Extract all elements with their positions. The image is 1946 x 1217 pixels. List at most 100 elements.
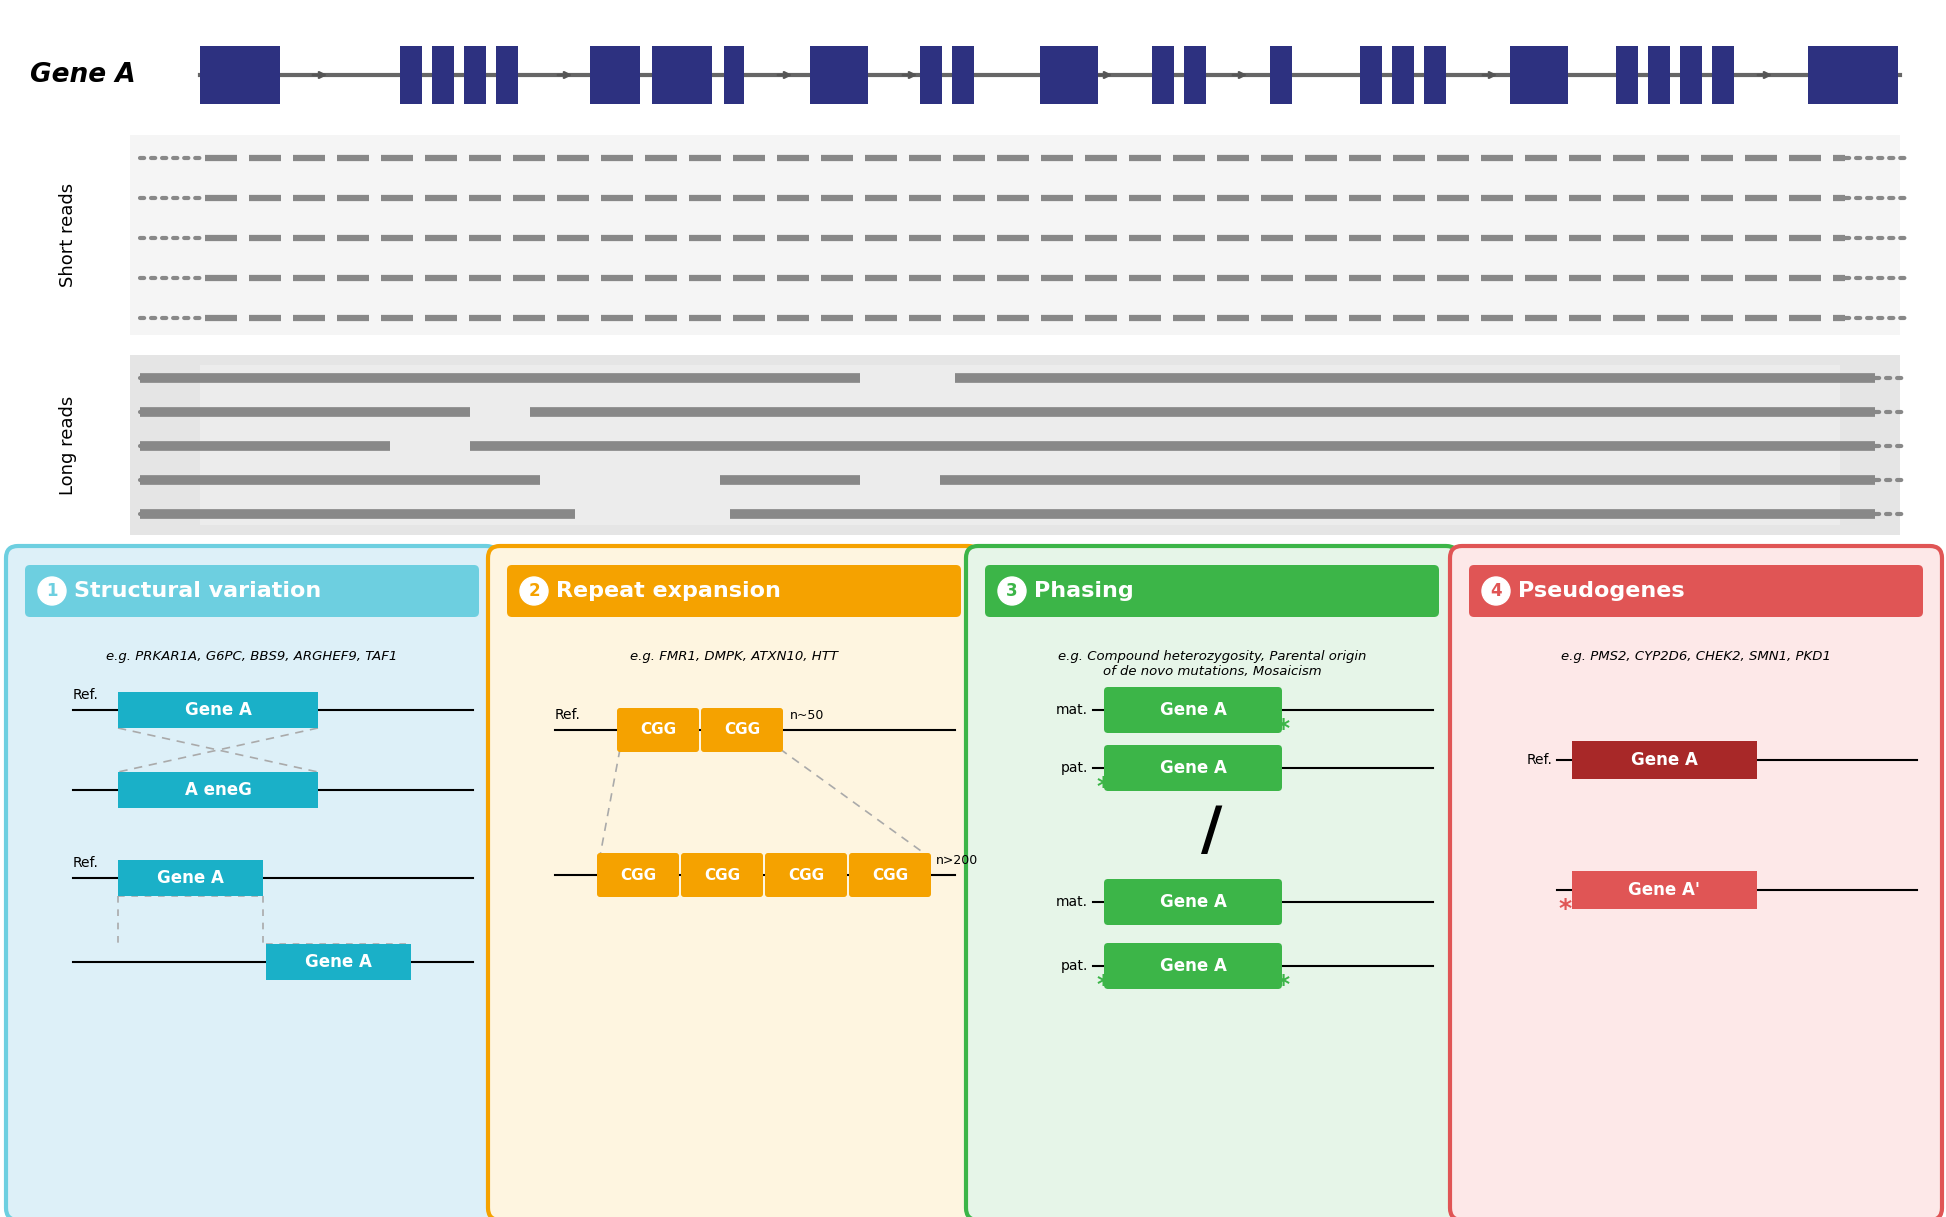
Bar: [496, 46, 518, 103]
Bar: [200, 46, 280, 103]
FancyBboxPatch shape: [985, 565, 1438, 617]
Text: e.g. FMR1, DMPK, ATXN10, HTT: e.g. FMR1, DMPK, ATXN10, HTT: [631, 650, 839, 663]
FancyBboxPatch shape: [488, 546, 981, 1217]
FancyBboxPatch shape: [508, 565, 961, 617]
Bar: [1679, 46, 1703, 103]
Bar: [130, 135, 1899, 335]
Text: Short reads: Short reads: [58, 183, 78, 287]
Text: Gene A: Gene A: [1631, 751, 1699, 769]
FancyBboxPatch shape: [1103, 943, 1282, 989]
Text: Gene A: Gene A: [29, 62, 136, 88]
FancyBboxPatch shape: [701, 708, 782, 752]
Bar: [1712, 46, 1734, 103]
Text: Long reads: Long reads: [58, 396, 78, 494]
Circle shape: [520, 577, 549, 605]
Text: *: *: [1277, 717, 1290, 741]
FancyBboxPatch shape: [1469, 565, 1923, 617]
Text: Gene A: Gene A: [1160, 957, 1226, 975]
FancyBboxPatch shape: [765, 853, 847, 897]
Bar: [1424, 46, 1446, 103]
Bar: [652, 46, 712, 103]
FancyBboxPatch shape: [848, 853, 930, 897]
FancyBboxPatch shape: [681, 853, 763, 897]
Text: 1: 1: [47, 582, 58, 600]
Text: *: *: [1096, 974, 1109, 997]
Bar: [590, 46, 640, 103]
FancyBboxPatch shape: [965, 546, 1458, 1217]
FancyBboxPatch shape: [617, 708, 699, 752]
Bar: [267, 944, 411, 980]
Text: Ref.: Ref.: [1526, 753, 1553, 767]
Bar: [1152, 46, 1173, 103]
Bar: [432, 46, 453, 103]
Bar: [119, 860, 263, 896]
Bar: [1572, 741, 1757, 779]
Text: *: *: [1277, 974, 1290, 997]
Bar: [119, 692, 317, 728]
Bar: [1510, 46, 1568, 103]
FancyBboxPatch shape: [597, 853, 679, 897]
Bar: [810, 46, 868, 103]
Bar: [1808, 46, 1897, 103]
Text: 4: 4: [1491, 582, 1502, 600]
Text: e.g. PMS2, CYP2D6, CHEK2, SMN1, PKD1: e.g. PMS2, CYP2D6, CHEK2, SMN1, PKD1: [1561, 650, 1831, 663]
Text: e.g. PRKAR1A, G6PC, BBS9, ARGHEF9, TAF1: e.g. PRKAR1A, G6PC, BBS9, ARGHEF9, TAF1: [107, 650, 397, 663]
Bar: [130, 355, 1899, 535]
Text: pat.: pat.: [1061, 761, 1088, 775]
Text: mat.: mat.: [1057, 894, 1088, 909]
Bar: [119, 772, 317, 808]
Text: Pseudogenes: Pseudogenes: [1518, 581, 1685, 601]
Text: n>200: n>200: [936, 854, 979, 867]
Text: CGG: CGG: [704, 868, 739, 882]
Bar: [401, 46, 422, 103]
Text: *: *: [1559, 897, 1572, 921]
Text: e.g. Compound heterozygosity, Parental origin
of de novo mutations, Mosaicism: e.g. Compound heterozygosity, Parental o…: [1059, 650, 1366, 678]
Text: Repeat expansion: Repeat expansion: [557, 581, 780, 601]
Circle shape: [39, 577, 66, 605]
Text: A eneG: A eneG: [185, 781, 251, 800]
Bar: [952, 46, 975, 103]
FancyBboxPatch shape: [25, 565, 479, 617]
Text: /: /: [1201, 803, 1222, 860]
Bar: [1039, 46, 1098, 103]
Text: Structural variation: Structural variation: [74, 581, 321, 601]
Text: pat.: pat.: [1061, 959, 1088, 974]
Circle shape: [998, 577, 1026, 605]
Text: Phasing: Phasing: [1033, 581, 1135, 601]
Bar: [1271, 46, 1292, 103]
FancyBboxPatch shape: [1103, 688, 1282, 733]
Text: mat.: mat.: [1057, 703, 1088, 717]
Text: Gene A: Gene A: [1160, 701, 1226, 719]
Text: CGG: CGG: [872, 868, 909, 882]
Text: Gene A: Gene A: [1160, 759, 1226, 776]
Text: CGG: CGG: [724, 723, 761, 738]
FancyBboxPatch shape: [1103, 879, 1282, 925]
Text: CGG: CGG: [640, 723, 675, 738]
Text: Gene A: Gene A: [185, 701, 251, 719]
FancyBboxPatch shape: [6, 546, 498, 1217]
Circle shape: [1483, 577, 1510, 605]
Text: 2: 2: [527, 582, 539, 600]
Text: Ref.: Ref.: [555, 708, 580, 722]
Bar: [463, 46, 486, 103]
Bar: [1648, 46, 1670, 103]
Text: Gene A: Gene A: [1160, 893, 1226, 912]
Text: Ref.: Ref.: [74, 688, 99, 702]
Text: Gene A': Gene A': [1629, 881, 1701, 899]
Text: CGG: CGG: [788, 868, 823, 882]
Bar: [920, 46, 942, 103]
Bar: [1360, 46, 1382, 103]
Bar: [1183, 46, 1207, 103]
Bar: [724, 46, 743, 103]
Text: n~50: n~50: [790, 710, 825, 722]
Bar: [1615, 46, 1639, 103]
Text: CGG: CGG: [621, 868, 656, 882]
FancyBboxPatch shape: [1450, 546, 1942, 1217]
Text: Gene A: Gene A: [306, 953, 372, 971]
FancyBboxPatch shape: [1103, 745, 1282, 791]
Bar: [1572, 871, 1757, 909]
Bar: [1391, 46, 1415, 103]
Text: Gene A: Gene A: [158, 869, 224, 887]
Text: Ref.: Ref.: [74, 856, 99, 870]
Text: *: *: [1096, 775, 1109, 800]
